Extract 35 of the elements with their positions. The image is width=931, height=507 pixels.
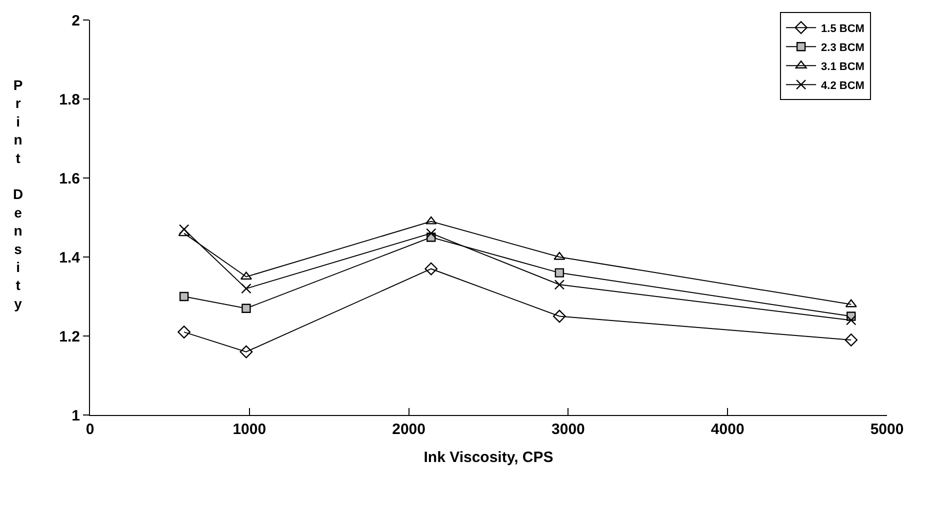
legend-label: 4.2 BCM <box>821 80 864 92</box>
point <box>178 228 190 236</box>
x-tick-label: 1000 <box>232 421 266 438</box>
x-tick-label: 2000 <box>392 421 426 438</box>
point <box>242 304 251 313</box>
y-tick-label: 1 <box>72 407 80 424</box>
text: Print Density <box>13 77 24 312</box>
point <box>426 228 436 238</box>
y-tick-label: 1.8 <box>59 91 80 108</box>
point <box>845 299 857 308</box>
point <box>240 345 253 358</box>
point <box>424 262 438 276</box>
point <box>425 216 437 224</box>
y-tick-label: 1.6 <box>59 170 80 188</box>
x-tick-label: 0 <box>86 421 94 438</box>
point <box>552 310 566 323</box>
legend-label: 2.3 BCM <box>821 42 864 54</box>
x-tick-label: 3000 <box>552 421 585 438</box>
point <box>554 252 566 260</box>
x-axis-title: Ink Viscosity, CPS <box>424 449 554 466</box>
legend-label: 1.5 BCM <box>821 22 864 35</box>
point <box>844 334 858 346</box>
y-tick-label: 1.4 <box>59 249 81 266</box>
point <box>846 315 856 326</box>
x-tick-label: 5000 <box>870 421 904 438</box>
point <box>554 268 564 278</box>
point <box>241 284 252 294</box>
legend-label: 3.1 BCM <box>821 60 864 73</box>
point <box>554 280 565 290</box>
y-tick-label: 1.2 <box>59 328 80 346</box>
point <box>179 292 189 302</box>
point <box>178 224 190 234</box>
x-tick-label: 4000 <box>710 421 744 438</box>
y-tick-label: 2 <box>72 12 80 30</box>
point <box>178 326 190 338</box>
